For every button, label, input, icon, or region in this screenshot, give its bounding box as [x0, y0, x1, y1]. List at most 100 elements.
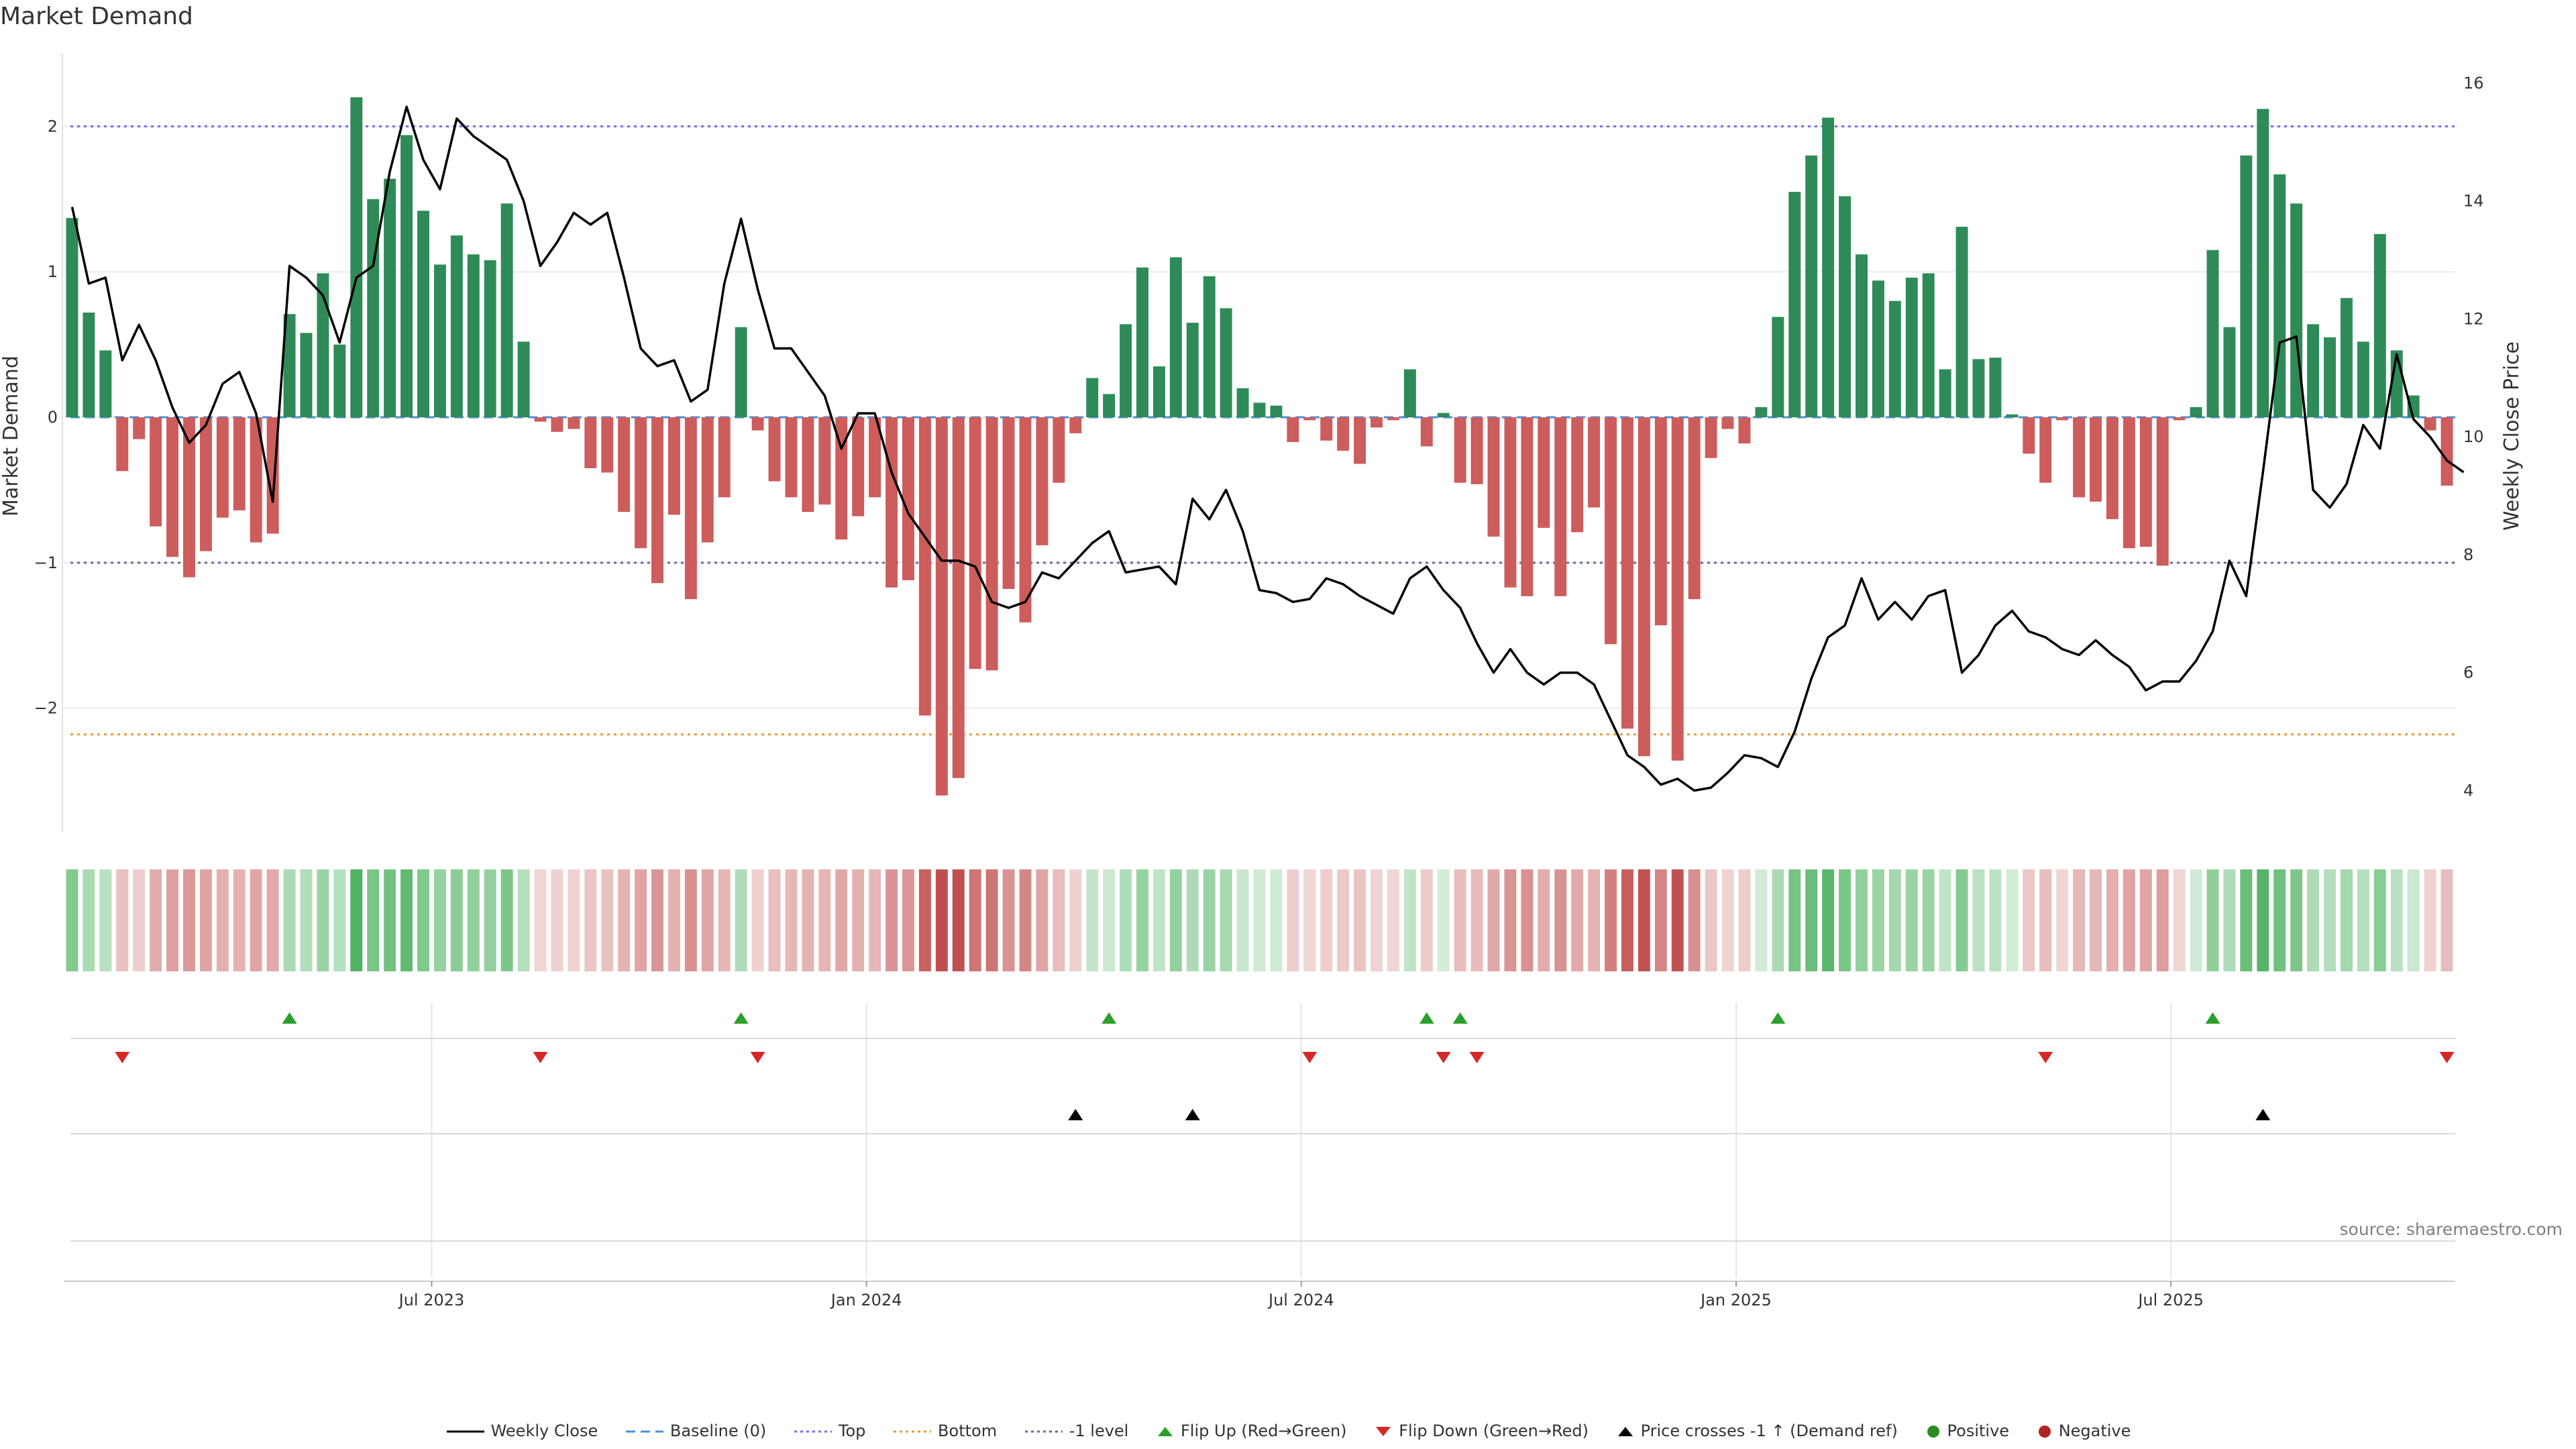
demand-bar — [1236, 388, 1249, 418]
strip-cell — [2006, 869, 2019, 971]
demand-bar — [1638, 417, 1650, 757]
demand-bar — [2307, 324, 2320, 418]
demand-bar — [835, 417, 848, 540]
demand-bar — [500, 203, 513, 418]
strip-cell — [400, 869, 413, 971]
demand-bar — [433, 264, 446, 418]
demand-bar — [183, 417, 195, 578]
y-tick-label: 0 — [48, 408, 58, 427]
strip-cell — [2139, 869, 2152, 971]
legend-flip-up: Flip Up (Red→Green) — [1155, 1421, 1347, 1440]
demand-bar — [2106, 417, 2118, 519]
strip-cell — [2190, 869, 2202, 971]
demand-bar — [1605, 417, 1617, 645]
strip-cell — [1120, 869, 1132, 971]
demand-bar — [367, 199, 380, 418]
legend-negative-label: Negative — [2058, 1421, 2131, 1440]
x-tick-label: Jan 2025 — [1699, 1291, 1772, 1309]
flip-up-marker — [2205, 1012, 2220, 1024]
y2-tick-label: 4 — [2463, 781, 2473, 800]
demand-bars — [66, 97, 2453, 796]
flip-up-marker — [282, 1012, 297, 1024]
demand-bar — [2373, 233, 2386, 418]
strip-cell — [1354, 869, 1366, 971]
demand-bar — [568, 417, 580, 429]
demand-bar — [952, 417, 965, 778]
strip-cell — [1387, 869, 1399, 971]
flip-up-marker — [1770, 1012, 1786, 1024]
y-tick-label: 1 — [48, 262, 58, 281]
strip-cell — [166, 869, 179, 971]
strip-cell — [1403, 869, 1416, 971]
y2-tick-label: 8 — [2463, 545, 2473, 564]
demand-bar — [384, 178, 396, 418]
strip-cell — [1554, 869, 1567, 971]
demand-bar — [2073, 417, 2086, 498]
strip-cell — [99, 869, 112, 971]
strip-cell — [751, 869, 764, 971]
demand-bar — [2190, 407, 2202, 418]
strip-cell — [484, 869, 496, 971]
demand-bar — [1621, 417, 1633, 729]
y2-tick-label: 14 — [2463, 192, 2484, 211]
strip-cell — [918, 869, 931, 971]
strip-cell — [935, 869, 948, 971]
strip-cell — [1705, 869, 1717, 971]
strip-cell — [1337, 869, 1350, 971]
strip-cell — [1504, 869, 1517, 971]
demand-bar — [785, 417, 798, 498]
demand-bar — [1671, 417, 1684, 761]
strip-cell — [1872, 869, 1884, 971]
strip-cell — [1989, 869, 2002, 971]
strip-cell — [1036, 869, 1049, 971]
legend-weekly-close: Weekly Close — [445, 1421, 598, 1440]
strip-cell — [802, 869, 814, 971]
demand-bar — [2240, 155, 2253, 418]
y2-tick-label: 10 — [2463, 427, 2484, 446]
demand-bar — [1738, 417, 1751, 444]
strip-cell — [300, 869, 313, 971]
demand-bar — [1420, 417, 1433, 447]
strip-cell — [2106, 869, 2118, 971]
y2-tick-label: 12 — [2463, 309, 2484, 328]
strip-cell — [852, 869, 865, 971]
demand-bar — [283, 314, 296, 418]
strip-cell — [1236, 869, 1249, 971]
strip-cell — [1721, 869, 1734, 971]
strip-cell — [2156, 869, 2169, 971]
strip-cell — [1939, 869, 1951, 971]
demand-bar — [333, 344, 346, 418]
strip-cell — [350, 869, 363, 971]
strip-cell — [66, 869, 78, 971]
strip-cell — [2324, 869, 2336, 971]
strip-cell — [1588, 869, 1601, 971]
demand-bar — [2023, 417, 2035, 454]
flip-down-marker — [115, 1052, 130, 1063]
strip-cell — [885, 869, 898, 971]
legend-flip-down-label: Flip Down (Green→Red) — [1399, 1421, 1589, 1440]
strip-cell — [2257, 869, 2269, 971]
strip-cell — [433, 869, 446, 971]
strip-cell — [2373, 869, 2386, 971]
demand-bar — [635, 417, 647, 549]
strip-cell — [667, 869, 680, 971]
demand-bar — [1772, 317, 1784, 418]
demand-bar — [818, 417, 831, 505]
demand-bar — [618, 417, 631, 512]
demand-bar — [2257, 109, 2269, 418]
y2-axis-title: Weekly Close Price — [2500, 341, 2524, 531]
strip-cell — [367, 869, 380, 971]
demand-bar — [1705, 417, 1717, 458]
x-tick-label: Jul 2024 — [1267, 1291, 1334, 1309]
strip-cell — [952, 869, 965, 971]
demand-bar — [1403, 369, 1416, 418]
strip-cell — [500, 869, 513, 971]
legend-top: Top — [793, 1421, 865, 1440]
strip-cell — [1019, 869, 1032, 971]
legend-flip-up-label: Flip Up (Red→Green) — [1181, 1421, 1347, 1440]
flip-down-marker — [1436, 1052, 1451, 1063]
strip-cell — [568, 869, 580, 971]
strip-cell — [1169, 869, 1182, 971]
strip-cell — [1922, 869, 1935, 971]
strip-cell — [718, 869, 731, 971]
